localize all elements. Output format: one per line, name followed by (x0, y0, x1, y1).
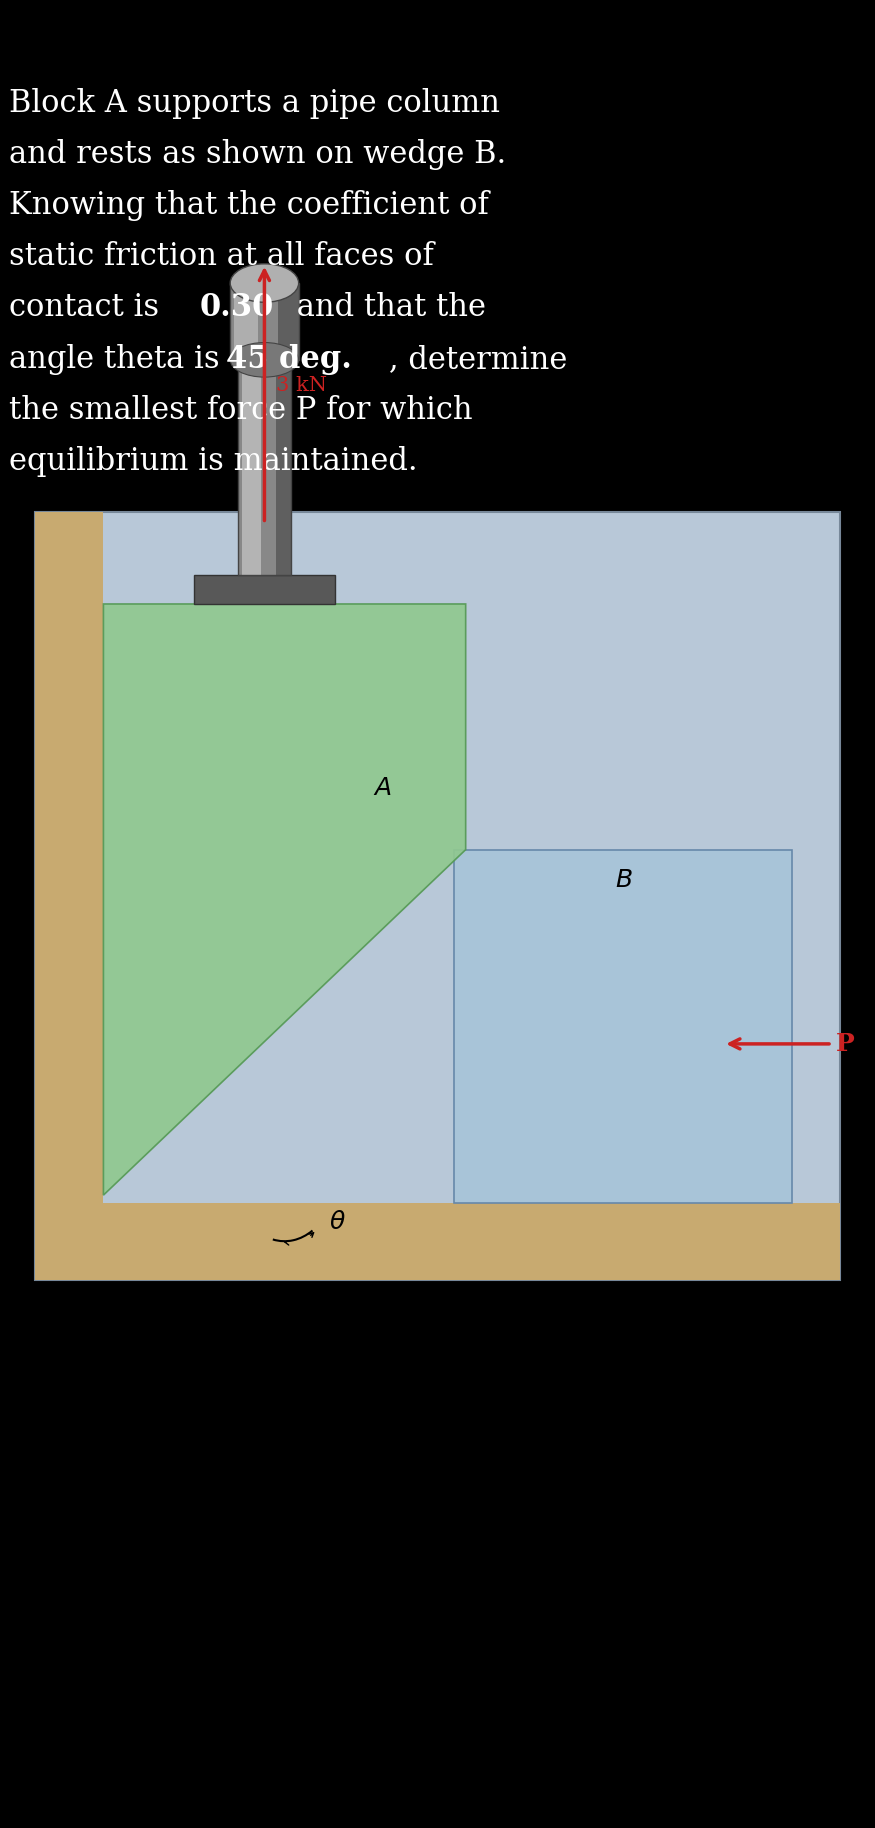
Ellipse shape (230, 263, 298, 302)
Text: contact is: contact is (9, 292, 169, 324)
Bar (35, 1203, 840, 1280)
Text: equilibrium is maintained.: equilibrium is maintained. (9, 446, 417, 477)
Text: static friction at all faces of: static friction at all faces of (9, 241, 433, 272)
Bar (194, 574, 335, 603)
Bar (276, 360, 290, 574)
Text: $B$: $B$ (614, 868, 633, 892)
Text: Knowing that the coefficient of: Knowing that the coefficient of (9, 190, 488, 221)
Bar (230, 283, 298, 360)
Text: P: P (836, 1031, 855, 1057)
Bar (35, 512, 840, 1280)
Ellipse shape (230, 342, 298, 377)
Text: and that the: and that the (287, 292, 486, 324)
Text: 0.30: 0.30 (200, 292, 274, 324)
Text: , determine: , determine (389, 344, 568, 375)
Text: Block A supports a pipe column: Block A supports a pipe column (9, 88, 500, 119)
Bar (35, 512, 103, 1203)
Bar (278, 283, 298, 360)
Text: $\theta$: $\theta$ (329, 1210, 346, 1234)
Text: angle theta is: angle theta is (9, 344, 229, 375)
Bar (238, 360, 290, 574)
Text: $A$: $A$ (373, 777, 392, 799)
Text: the smallest force P for which: the smallest force P for which (9, 395, 472, 426)
Bar (238, 360, 290, 574)
Polygon shape (103, 603, 466, 1196)
Bar (230, 283, 298, 360)
Text: and rests as shown on wedge B.: and rests as shown on wedge B. (9, 139, 506, 170)
Text: 45 deg.: 45 deg. (226, 344, 352, 375)
Text: 3 kN: 3 kN (276, 377, 327, 395)
Bar (234, 283, 258, 360)
Bar (453, 850, 792, 1203)
Bar (242, 360, 261, 574)
